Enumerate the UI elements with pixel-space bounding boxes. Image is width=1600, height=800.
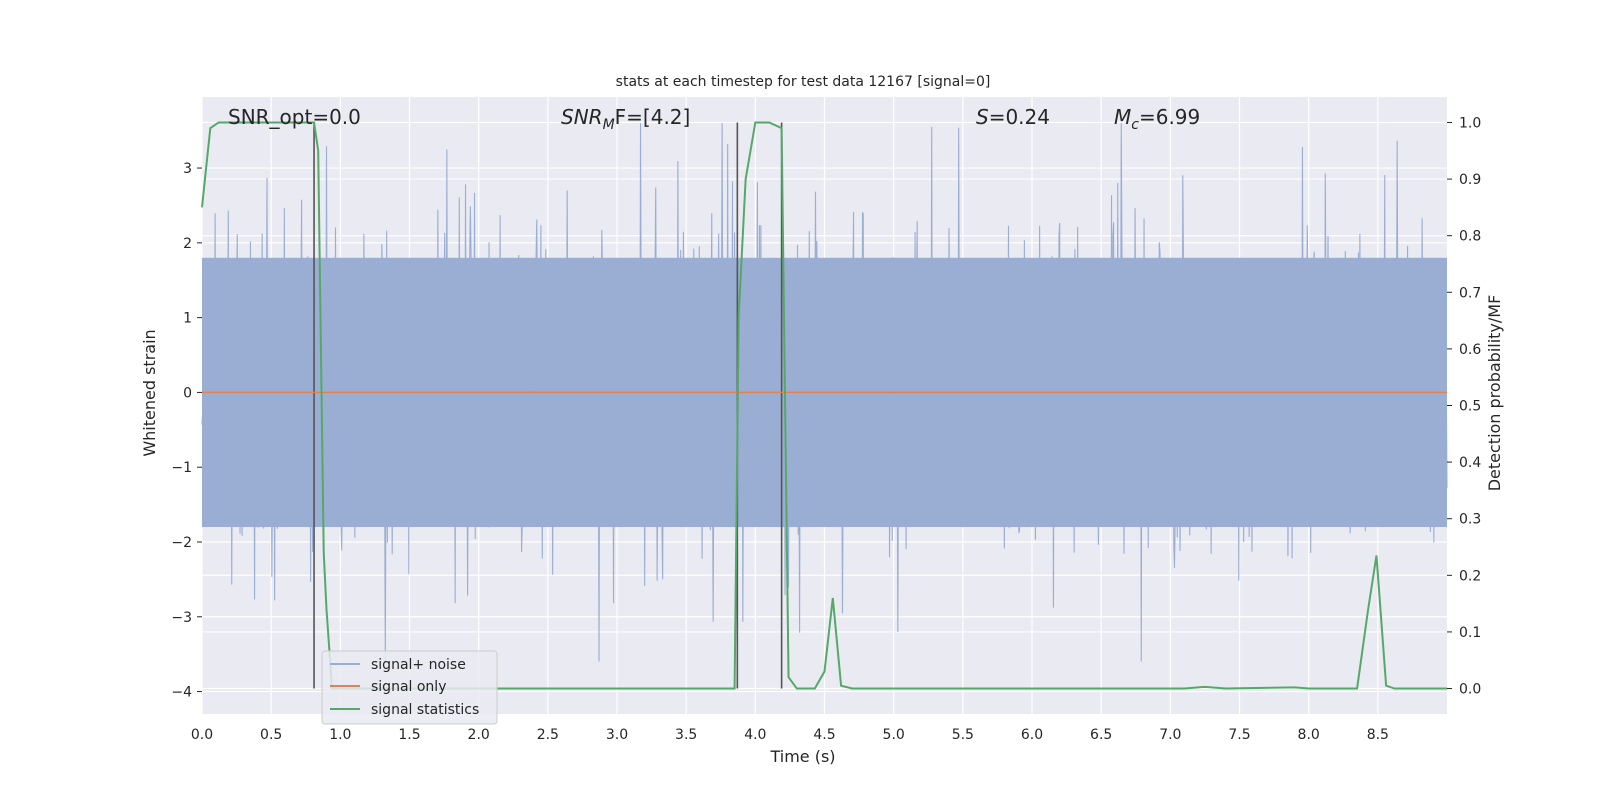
x-tick-label: 5.0 [883,727,905,743]
y-tick-label: 2 [183,236,192,252]
x-tick-label: 8.5 [1367,727,1389,743]
chart-title: stats at each timestep for test data 121… [616,74,991,90]
y-tick-label: −1 [171,460,192,476]
x-tick-label: 6.5 [1090,727,1112,743]
y2-tick-label: 0.3 [1459,512,1481,528]
legend: signal+ noise signal only signal statist… [321,650,498,725]
x-axis-label: Time (s) [769,747,835,766]
y2-tick-label: 0.0 [1459,682,1481,698]
y-axis-label: Whitened strain [140,329,159,456]
annotation-snr-mf-subscript: M [603,117,615,133]
annotation-mc: Mc=6.99 [1114,105,1200,133]
y2-tick-label: 0.7 [1459,285,1481,301]
annotation-snr-opt: SNR_opt=0.0 [228,105,361,129]
y2-tick-label: 0.6 [1459,342,1481,358]
x-tick-label: 2.0 [468,727,490,743]
annotation-s: S=0.24 [976,105,1050,129]
series-lines [201,121,1447,690]
signal-statistics-line [201,121,1447,690]
y2-tick-label: 0.1 [1459,625,1481,641]
noise-trace [201,123,1448,662]
annotation-mc-subscript: c [1131,117,1139,133]
axes-labels: 0.0 0.5 1.0 1.5 2.0 2.5 3.0 3.5 4.0 4.5 5.0 5.5 6.0 6… [171,115,1481,743]
annotation-snr-mf-value: F=[4.2] [615,105,691,129]
y2-tick-label: 0.2 [1459,568,1481,584]
annotation-snr-mf: SNRMF=[4.2] [561,105,690,133]
legend-box [321,650,498,725]
x-tick-label: 3.0 [606,727,628,743]
y-tick-label: −2 [171,535,192,551]
annotation-s-value: =0.24 [989,105,1050,129]
y2-tick-label: 1.0 [1459,115,1481,131]
annotation-mc-value: =6.99 [1139,105,1200,129]
x-tick-label: 5.5 [952,727,974,743]
x-tick-label: 7.5 [1228,727,1250,743]
x-tick-label: 0.5 [260,727,282,743]
x-tick-label: 2.5 [537,727,559,743]
y-tick-label: −4 [171,685,192,701]
x-tick-label: 8.0 [1298,727,1320,743]
x-tick-label: 4.5 [813,727,835,743]
x-tick-label: 3.5 [675,727,697,743]
legend-label-signal-noise: signal+ noise [371,657,466,673]
annotation-snr-mf-symbol: SNR [561,105,603,129]
annotation-mc-symbol: M [1114,105,1131,129]
y-tick-label: 1 [183,311,192,327]
y-tick-label: 0 [183,385,192,401]
y-tick-label: −3 [171,610,192,626]
y2-tick-label: 0.9 [1459,172,1481,188]
x-tick-label: 1.0 [329,727,351,743]
legend-label-signal-statistics: signal statistics [371,702,479,718]
y2-tick-label: 0.4 [1459,455,1481,471]
y2-tick-label: 0.5 [1459,399,1481,415]
x-tick-label: 6.0 [1021,727,1043,743]
annotation-s-symbol: S [976,105,989,129]
y2-tick-label: 0.8 [1459,229,1481,245]
legend-label-signal-only: signal only [371,679,446,695]
x-tick-label: 1.5 [398,727,420,743]
x-tick-label: 7.0 [1159,727,1181,743]
y2-axis-label: Detection probability/MF [1485,295,1504,492]
y-tick-label: 3 [183,161,192,177]
x-tick-label: 0.0 [191,727,213,743]
x-tick-label: 4.0 [744,727,766,743]
